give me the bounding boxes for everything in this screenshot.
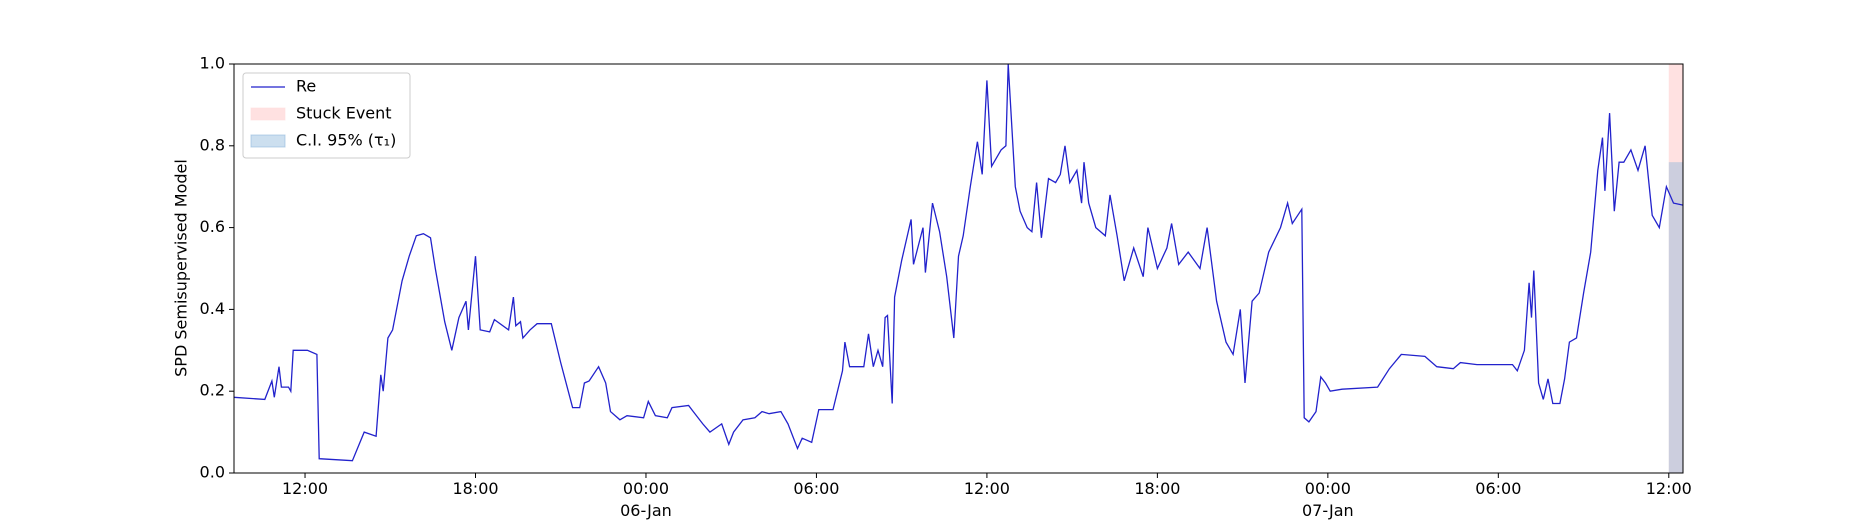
legend-swatch: [250, 107, 286, 121]
y-tick-label: 0.2: [200, 381, 225, 400]
legend-label: C.I. 95% (τ₁): [296, 131, 396, 150]
x-tick-label: 18:00: [1134, 479, 1180, 498]
x-tick-label: 12:00: [282, 479, 328, 498]
y-tick-label: 0.6: [200, 217, 225, 236]
y-axis-label: SPD Semisupervised Model: [172, 159, 191, 377]
plot-frame: [233, 63, 1684, 474]
legend-swatch: [250, 134, 286, 148]
x-tick-label: 12:00: [964, 479, 1010, 498]
y-tick-label: 0.4: [200, 299, 225, 318]
x-tick-label: 06:00: [793, 479, 839, 498]
x-tick-label: 18:00: [452, 479, 498, 498]
y-tick-label: 0.8: [200, 135, 225, 154]
line: [233, 63, 1684, 462]
region: [1668, 162, 1683, 473]
x-tick-label: 12:00: [1646, 479, 1692, 498]
y-tick-label: 0.0: [200, 463, 225, 482]
legend-label: Re: [296, 77, 316, 96]
y-tick-label: 1.0: [200, 54, 225, 73]
legend-label: Stuck Event: [296, 104, 392, 123]
x-tick-label: 00:00 07-Jan: [1302, 479, 1354, 520]
region: [1668, 64, 1683, 473]
x-tick-label: 06:00: [1475, 479, 1521, 498]
